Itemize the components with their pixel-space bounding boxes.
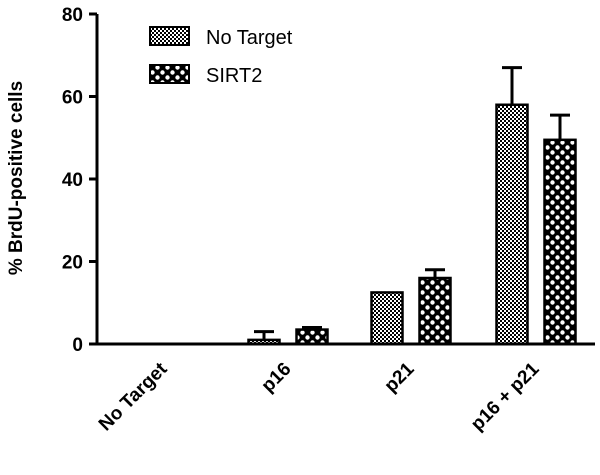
legend-swatch-sirt2 — [149, 64, 190, 84]
y-tick-label: 20 — [62, 253, 83, 274]
x-axis: No Target p16 p21 p16 + p21 — [95, 342, 595, 435]
x-tick-label: p21 — [381, 358, 419, 396]
legend-label-sirt2: SIRT2 — [206, 65, 262, 87]
bar — [295, 328, 329, 346]
legend-label-no-target: No Target — [206, 27, 293, 49]
bar — [370, 291, 404, 346]
bar — [495, 103, 529, 346]
bars — [247, 66, 577, 346]
legend-swatch-no-target — [149, 26, 190, 46]
x-tick-label: p16 + p21 — [467, 358, 544, 435]
y-axis-title: % BrdU-positive cells — [6, 81, 27, 275]
x-tick-label: p16 — [258, 359, 296, 397]
x-tick-label: No Target — [95, 358, 172, 435]
y-tick-label: 40 — [62, 170, 83, 191]
y-tick-label: 80 — [62, 5, 83, 26]
legend: No Target SIRT2 — [149, 26, 293, 87]
y-tick-label: 60 — [62, 88, 83, 109]
y-tick-label: 0 — [72, 335, 83, 356]
bar — [543, 138, 577, 346]
bar — [418, 276, 452, 346]
y-axis: 0 20 40 60 80 — [62, 5, 99, 356]
